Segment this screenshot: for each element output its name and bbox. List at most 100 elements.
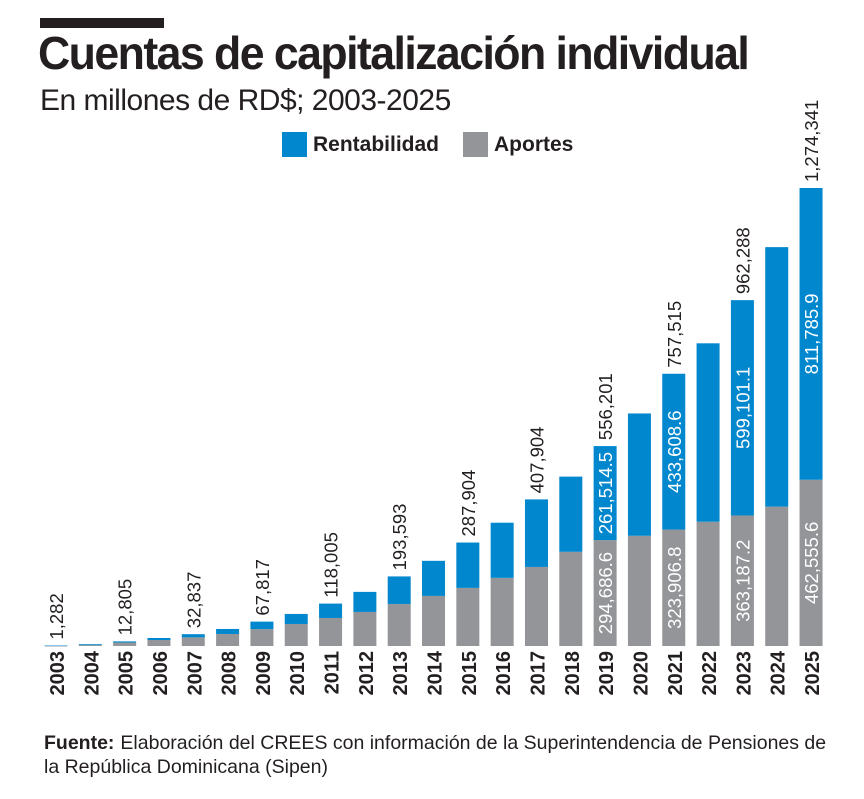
- x-tick-label-2022: 2022: [699, 651, 721, 696]
- bar-aportes-2006: [147, 639, 171, 646]
- segment-label-aportes-2021: 323,906.8: [664, 547, 685, 629]
- x-tick-label-2010: 2010: [287, 651, 309, 696]
- total-label-2019: 556,201: [595, 373, 616, 440]
- bar-aportes-2023: [730, 515, 754, 646]
- bar-aportes-2012: [353, 611, 377, 646]
- bar-rentabilidad-2008: [216, 628, 240, 634]
- bar-aportes-2018: [559, 551, 583, 646]
- segment-label-rentabilidad-2025: 811,785.9: [801, 293, 822, 374]
- segment-label-rentabilidad-2023: 599,101.1: [732, 367, 753, 449]
- bar-rentabilidad-2012: [353, 591, 377, 612]
- legend: Rentabilidad Aportes: [282, 132, 597, 157]
- x-tick-label-2019: 2019: [596, 651, 618, 696]
- x-tick-label-2023: 2023: [733, 651, 755, 696]
- bar-rentabilidad-2017: [524, 499, 548, 567]
- bar-aportes-2016: [490, 577, 514, 646]
- bar-aportes-2007: [181, 637, 205, 646]
- x-tick-label-2013: 2013: [390, 651, 412, 696]
- total-label-2013: 193,593: [389, 504, 410, 571]
- bar-aportes-2015: [456, 587, 480, 646]
- bar-rentabilidad-2023: [730, 300, 754, 516]
- legend-swatch-rentabilidad: [282, 132, 307, 157]
- bar-aportes-2019: [593, 540, 617, 646]
- total-label-2023: 962,288: [732, 227, 753, 294]
- bar-rentabilidad-2005: [113, 641, 137, 643]
- bar-aportes-2004: [78, 645, 102, 646]
- source-label: Fuente:: [44, 732, 115, 754]
- x-tick-label-2017: 2017: [527, 651, 549, 696]
- bar-rentabilidad-2006: [147, 637, 171, 640]
- total-label-2025: 1,274,341: [801, 100, 822, 182]
- source-note: Fuente: Elaboración del CREES con informa…: [44, 731, 844, 779]
- legend-label-aportes: Aportes: [494, 132, 574, 156]
- bar-aportes-2024: [765, 506, 789, 646]
- bar-rentabilidad-2003: [44, 645, 68, 647]
- x-tick-label-2018: 2018: [562, 651, 584, 696]
- bar-rentabilidad-2015: [456, 542, 480, 588]
- x-tick-label-2015: 2015: [459, 651, 481, 696]
- bar-aportes-2022: [696, 521, 720, 646]
- x-tick-label-2016: 2016: [493, 651, 515, 696]
- chart-subtitle: En millones de RD$; 2003-2025: [40, 84, 451, 117]
- bar-rentabilidad-2014: [422, 560, 446, 596]
- bar-rentabilidad-2022: [696, 343, 720, 522]
- bar-aportes-2014: [422, 595, 446, 646]
- chart-title: Cuentas de capitalización individual: [38, 27, 750, 79]
- bar-rentabilidad-2010: [284, 613, 308, 624]
- bar-rentabilidad-2019: [593, 446, 617, 541]
- segment-label-aportes-2019: 294,686.6: [595, 552, 616, 634]
- source-text: Elaboración del CREES con información de…: [44, 732, 827, 778]
- bar-aportes-2009: [250, 629, 274, 646]
- bar-aportes-2017: [524, 566, 548, 646]
- bar-aportes-2005: [113, 642, 137, 646]
- x-tick-label-2006: 2006: [150, 651, 172, 696]
- bar-aportes-2021: [662, 529, 686, 646]
- bar-rentabilidad-2025: [799, 187, 823, 480]
- bar-rentabilidad-2016: [490, 522, 514, 578]
- x-tick-label-2014: 2014: [425, 650, 447, 695]
- legend-swatch-aportes: [463, 132, 489, 157]
- bar-rentabilidad-2020: [627, 413, 651, 536]
- title-accent-bar: [40, 18, 164, 28]
- bar-rentabilidad-2021: [662, 373, 686, 530]
- x-tick-label-2004: 2004: [81, 650, 103, 695]
- total-label-2005: 12,805: [115, 579, 136, 636]
- bar-aportes-2020: [627, 535, 651, 646]
- bar-aportes-2025: [799, 479, 823, 646]
- x-tick-label-2024: 2024: [768, 650, 790, 695]
- x-tick-label-2009: 2009: [253, 651, 275, 696]
- x-tick-label-2003: 2003: [47, 651, 69, 696]
- bar-aportes-2010: [284, 623, 308, 646]
- bar-rentabilidad-2007: [181, 634, 205, 638]
- x-tick-label-2005: 2005: [116, 651, 138, 696]
- bar-rentabilidad-2024: [765, 247, 789, 507]
- total-label-2011: 118,005: [321, 532, 342, 598]
- x-tick-label-2012: 2012: [356, 651, 378, 696]
- segment-label-aportes-2023: 363,187.2: [732, 540, 753, 622]
- x-tick-label-2025: 2025: [802, 651, 824, 696]
- total-label-2003: 1,282: [46, 593, 67, 639]
- legend-label-rentabilidad: Rentabilidad: [313, 132, 440, 156]
- x-tick-label-2020: 2020: [630, 651, 652, 696]
- segment-label-rentabilidad-2019: 261,514.5: [595, 452, 616, 534]
- total-label-2021: 757,515: [664, 301, 685, 368]
- x-tick-label-2011: 2011: [322, 651, 344, 694]
- bar-rentabilidad-2018: [559, 476, 583, 552]
- x-tick-label-2008: 2008: [219, 651, 241, 696]
- bar-aportes-2003: [44, 645, 68, 647]
- bar-rentabilidad-2013: [387, 576, 411, 604]
- bar-rentabilidad-2011: [319, 603, 343, 618]
- total-label-2007: 32,837: [183, 572, 204, 629]
- bar-rentabilidad-2009: [250, 621, 274, 630]
- segment-label-rentabilidad-2021: 433,608.6: [664, 411, 685, 493]
- total-label-2015: 287,904: [458, 470, 479, 537]
- total-label-2017: 407,904: [526, 427, 547, 494]
- x-tick-label-2007: 2007: [184, 651, 206, 696]
- total-label-2009: 67,817: [252, 559, 273, 616]
- bar-aportes-2008: [216, 633, 240, 646]
- legend-item-rentabilidad: Rentabilidad: [282, 132, 439, 157]
- x-tick-label-2021: 2021: [665, 651, 687, 696]
- stacked-bar-chart: 1,282 2003 2004 12,805 2005 2006 32,837 2007 200…: [44, 100, 824, 696]
- bar-aportes-2011: [319, 617, 343, 646]
- bar-rentabilidad-2004: [78, 644, 102, 646]
